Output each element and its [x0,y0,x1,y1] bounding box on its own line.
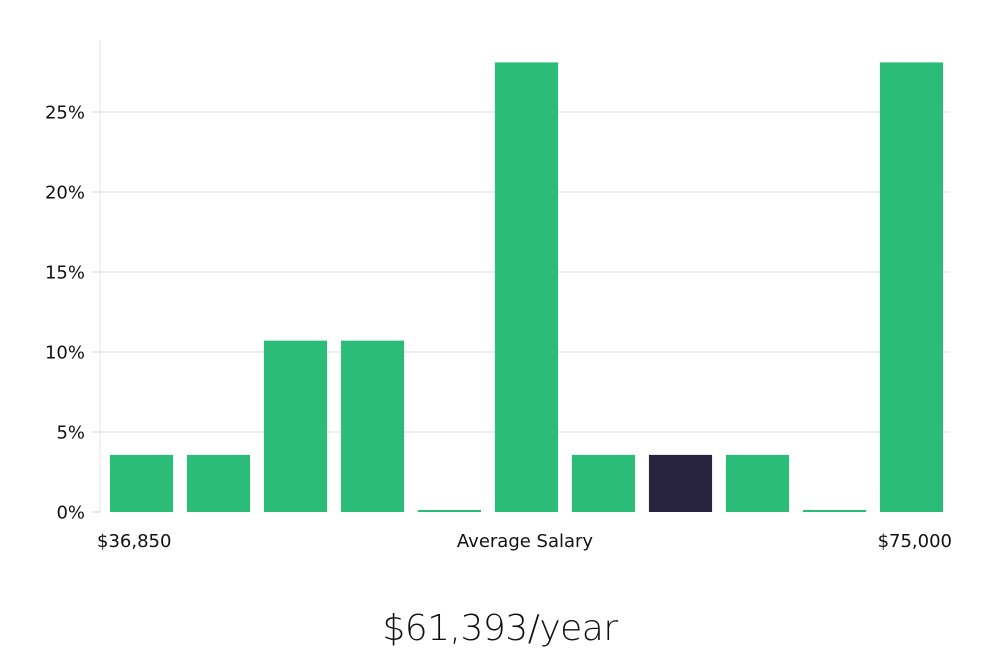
x-axis-min-label: $36,850 [97,531,171,552]
bar [186,454,251,512]
y-axis-tick-labels: 0% 5% 10% 15% 20% 25% [45,103,100,524]
bar [802,510,867,512]
bar [263,340,328,512]
bar [725,454,790,512]
bar [494,62,559,513]
bar [571,454,636,512]
x-axis-max-label: $75,000 [878,531,952,552]
x-axis-title: Average Salary [457,531,594,552]
y-tick-label: 20% [45,183,85,204]
y-tick-label: 5% [56,423,85,444]
bar [340,340,405,512]
y-tick-label: 25% [45,103,85,124]
average-salary-value: $61,393/year [382,608,618,649]
y-tick-label: 15% [45,263,85,284]
salary-histogram-chart: 0%5%10%15%20%25% $36,850 Average Salary … [45,40,952,552]
bar-highlighted [648,454,713,512]
chart-bars [109,62,944,513]
bar [879,62,944,513]
y-tick-label: 10% [45,343,85,364]
y-tick-label: 0% [56,503,85,524]
bar [417,510,482,512]
bar [109,454,174,512]
